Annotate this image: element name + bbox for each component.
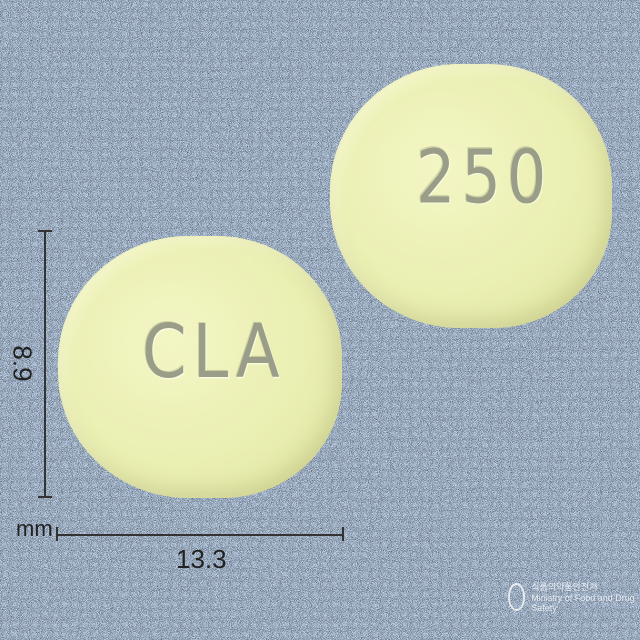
height-dimension-tick-bottom [38,496,52,498]
pill-imprint-250: 250 [416,132,553,221]
pill-front: CLA [58,236,342,498]
height-dimension-label: 8.9 [7,345,38,382]
width-dimension-tick-left [56,527,58,541]
height-dimension-tick-top [38,230,52,232]
ministry-logo-icon [508,582,526,611]
pill-back: 250 [330,64,612,328]
watermark-line2: Ministry of Food and Drug Safety [531,593,635,613]
height-dimension-line [44,230,46,498]
pill-imprint-cla: CLA [142,310,286,396]
width-dimension-tick-right [342,527,344,541]
width-dimension-label: 13.3 [176,544,227,574]
unit-label: mm [16,516,53,541]
width-dimension-line [56,534,344,536]
watermark-logo: 식품의약품안전처 Ministry of Food and Drug Safet… [508,580,640,613]
watermark-line1: 식품의약품안전처 [531,582,598,592]
